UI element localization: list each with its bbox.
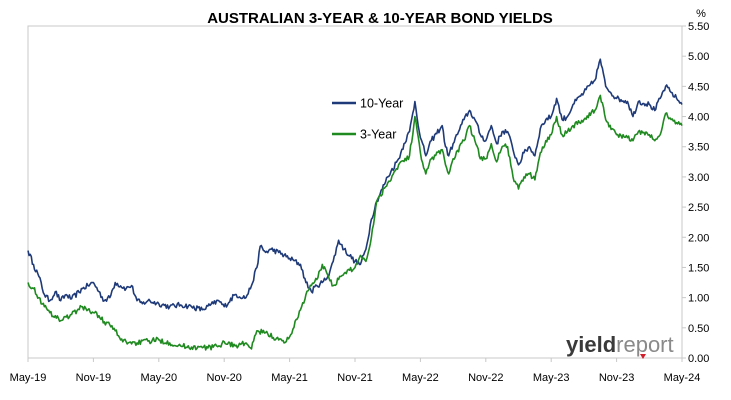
legend-label: 3-Year [360,128,396,142]
x-tick-label: May-22 [402,372,439,384]
y-tick-label: 5.50 [688,21,709,33]
y-tick-label: 0.50 [688,323,709,335]
y-tick-label: 3.00 [688,172,709,184]
x-axis-ticks: May-19 Nov-19 May-20 Nov-20 May-21 Nov-21 May-… [10,358,701,384]
x-tick-label: May-21 [271,372,308,384]
y-tick-label: 2.50 [688,202,709,214]
y-tick-label: 0.00 [688,353,709,365]
logo-red-triangle [640,354,646,359]
logo-text-yield: yield [566,332,616,357]
y-axis-ticks: 0.00 0.50 1.00 1.50 2.00 2.50 3.00 3.50 4.00 4.50… [682,21,709,365]
x-tick-label: May-20 [140,372,177,384]
x-tick-label: Nov-23 [599,372,634,384]
y-axis-unit-label: % [696,8,706,20]
x-tick-label: May-24 [664,372,701,384]
series-line-3-year [27,94,683,351]
svg-text:yieldreport: yieldreport [566,332,674,357]
chart-title: AUSTRALIAN 3-YEAR & 10-YEAR BOND YIELDS [207,10,553,27]
x-tick-label: Nov-20 [206,372,241,384]
logo-text-report: report [616,332,673,357]
y-tick-label: 5.00 [688,51,709,63]
x-tick-label: Nov-19 [76,372,111,384]
series-layer [27,58,683,351]
x-tick-label: May-23 [533,372,570,384]
y-tick-label: 2.00 [688,232,709,244]
legend: 10-Year 3-Year [332,97,403,142]
y-tick-label: 4.00 [688,112,709,124]
y-tick-label: 3.50 [688,142,709,154]
y-tick-label: 4.50 [688,81,709,93]
yieldreport-logo: yieldreport [566,332,674,359]
y-tick-label: 1.50 [688,262,709,274]
x-tick-label: May-19 [10,372,47,384]
x-tick-label: Nov-22 [468,372,503,384]
legend-label: 10-Year [360,97,403,111]
x-tick-label: Nov-21 [337,372,372,384]
y-tick-label: 1.00 [688,293,709,305]
series-line-10-year [27,58,683,312]
